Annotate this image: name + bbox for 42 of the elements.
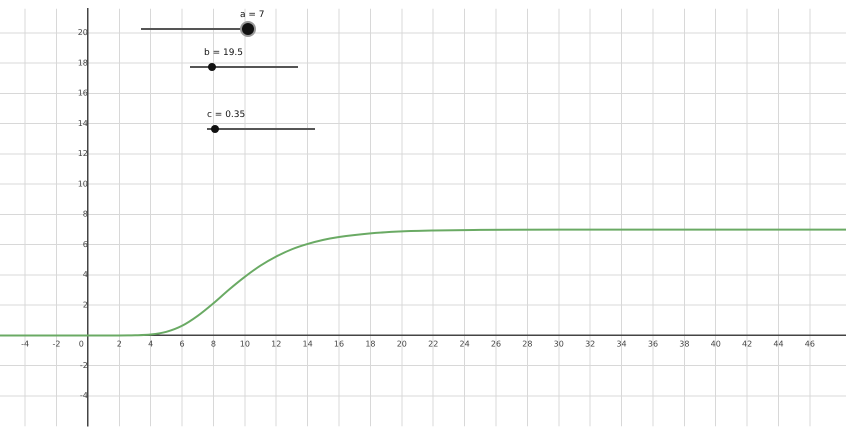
y-tick-label: 16: [78, 88, 88, 98]
x-tick-label: 38: [679, 340, 690, 349]
y-tick-label: 12: [78, 149, 88, 158]
y-tick-label: -4: [80, 391, 88, 400]
x-tick-label: 42: [742, 340, 752, 349]
y-tick-label: 20: [78, 28, 88, 38]
x-tick-label: 10: [240, 340, 250, 349]
x-tick-label: 40: [710, 340, 721, 349]
x-tick-label: 2: [116, 340, 122, 349]
x-tick-label: 32: [585, 340, 596, 349]
x-tick-label: 26: [490, 340, 502, 349]
x-tick-label: 30: [554, 340, 564, 349]
x-tick-label: 28: [522, 340, 532, 349]
x-tick-label: 46: [804, 340, 815, 349]
x-tick-label: -4: [21, 340, 30, 349]
x-tick-label: 6: [180, 340, 185, 349]
x-tick-label: 4: [148, 340, 154, 349]
x-tick-label: 20: [396, 340, 407, 349]
annotation: a = 7: [240, 10, 265, 20]
y-tick-label: 6: [82, 240, 88, 249]
x-tick-label: 18: [365, 340, 376, 349]
x-tick-label: 12: [271, 340, 282, 349]
x-tick-label: 0: [78, 340, 84, 349]
x-tick-label: -2: [52, 340, 60, 349]
x-tick-label: 44: [773, 340, 784, 349]
y-tick-label: 14: [78, 118, 88, 128]
x-tick-label: 16: [334, 340, 344, 349]
line-series: [0, 228, 846, 336]
x-tick-label: 22: [428, 340, 438, 349]
y-tick-label: 2: [82, 300, 88, 310]
annotation: b = 19.5: [204, 48, 244, 58]
y-tick-label: 18: [78, 58, 88, 68]
x-tick-label: 8: [210, 340, 216, 349]
x-tick-label: 14: [302, 340, 313, 349]
y-tick-label: 8: [82, 210, 88, 219]
annotation: c = 0.35: [207, 110, 246, 120]
x-tick-label: 34: [616, 340, 627, 349]
x-tick-label: 24: [460, 340, 470, 349]
y-tick-label: 4: [82, 270, 88, 280]
y-tick-label: 10: [78, 179, 88, 188]
y-tick-label: -2: [80, 360, 88, 370]
x-tick-label: 36: [648, 340, 658, 349]
